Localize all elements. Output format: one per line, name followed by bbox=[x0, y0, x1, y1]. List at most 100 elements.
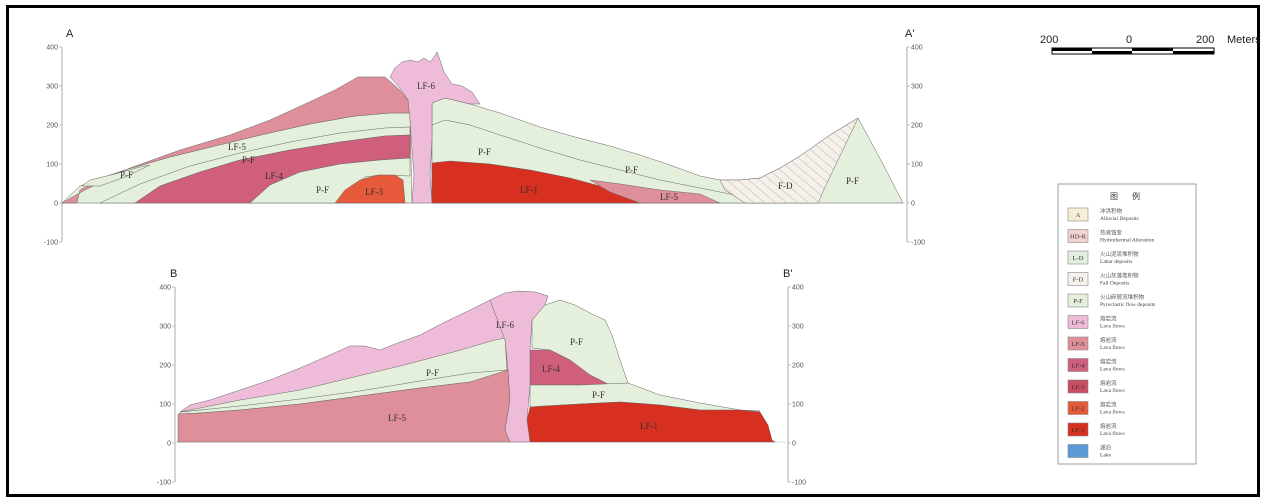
section-label-a: A bbox=[66, 28, 74, 40]
unit-b-lf1 bbox=[526, 401, 776, 443]
axisAL-tick: 300 bbox=[46, 84, 58, 91]
legend-code: LF-1 bbox=[1072, 427, 1085, 434]
axis-b-right: 400 300 200 100 0 -100 bbox=[788, 285, 806, 487]
label-a-pf-lower: P-F bbox=[316, 185, 329, 195]
legend-en: Lake bbox=[1100, 453, 1112, 459]
legend-zh: 熔岩流 bbox=[1100, 336, 1117, 344]
axisBR-tick: 100 bbox=[792, 402, 804, 409]
unit-a-lf6 bbox=[389, 51, 481, 204]
legend-swatch bbox=[1067, 444, 1089, 458]
label-a-pf-mid: P-F bbox=[478, 147, 491, 157]
legend-swatch bbox=[1067, 379, 1089, 394]
legend-zh: 熔岩流 bbox=[1100, 422, 1117, 430]
legend-en: Lava flows bbox=[1100, 323, 1125, 330]
axisBL-tick: 400 bbox=[159, 285, 171, 292]
legend-zh: 熔岩流 bbox=[1100, 379, 1117, 387]
legend-en: Lahar deposits bbox=[1100, 259, 1132, 265]
scale-bar: 200 0 200 Meters bbox=[1040, 34, 1261, 55]
legend-swatch bbox=[1067, 336, 1089, 351]
label-a-lf3: LF-3 bbox=[365, 187, 384, 197]
legend-code: L-D bbox=[1073, 255, 1084, 262]
axisBL-tick: 300 bbox=[159, 324, 171, 331]
legend-zh: 熔岩流 bbox=[1100, 358, 1117, 366]
legend-code: P-F bbox=[1073, 298, 1083, 305]
label-b-pf-right-mid: P-F bbox=[592, 390, 605, 400]
scale-label-right: 200 bbox=[1196, 34, 1214, 46]
legend-en: Hydrothermal Alteration bbox=[1100, 238, 1154, 244]
axisBR-tick: 200 bbox=[792, 363, 804, 370]
axisAR-tick: 200 bbox=[911, 123, 923, 130]
label-b-lf1: LF-1 bbox=[640, 421, 658, 431]
label-a-pf-far-left: P-F bbox=[120, 170, 133, 180]
legend-zh: 火山碎屑流堆积物 bbox=[1100, 293, 1145, 301]
legend-en: Lava flows bbox=[1100, 366, 1125, 373]
axisAR-tick: 300 bbox=[911, 84, 923, 91]
axisAR-tick: -100 bbox=[911, 240, 925, 247]
axisBL-tick: 0 bbox=[167, 441, 171, 448]
legend-swatch bbox=[1067, 207, 1089, 222]
label-a-lf6: LF-6 bbox=[417, 81, 436, 91]
label-a-lf1: LF-1 bbox=[520, 185, 538, 195]
label-b-lf5: LF-5 bbox=[388, 413, 407, 423]
legend-code: F-D bbox=[1073, 277, 1084, 284]
label-b-lf6: LF-6 bbox=[496, 320, 515, 330]
axisBR-tick: -100 bbox=[792, 480, 806, 487]
legend-zh: 冲洪积物 bbox=[1100, 207, 1123, 215]
axisBR-tick: 0 bbox=[792, 441, 796, 448]
label-a-pf-far-right: P-F bbox=[846, 176, 859, 186]
legend-swatch bbox=[1067, 401, 1089, 415]
legend-swatch bbox=[1067, 315, 1089, 329]
legend-en: Alluvial Deposits bbox=[1100, 216, 1139, 222]
scale-label-middle: 0 bbox=[1126, 34, 1132, 46]
legend-en: Pyroclastic flow deposits bbox=[1100, 301, 1155, 308]
legend-en: Lava flows bbox=[1100, 387, 1125, 394]
legend-code: A bbox=[1076, 212, 1081, 219]
axisAR-tick: 100 bbox=[911, 162, 923, 169]
axisAL-tick: 100 bbox=[46, 162, 58, 169]
axisBL-tick: -100 bbox=[157, 480, 171, 487]
axisAL-tick: 0 bbox=[54, 201, 58, 208]
axisAL-tick: 200 bbox=[46, 123, 58, 130]
legend-code: LF-4 bbox=[1072, 363, 1086, 370]
legend-swatch bbox=[1067, 250, 1089, 265]
legend-code: LF-5 bbox=[1072, 341, 1085, 348]
label-b-lf4: LF-4 bbox=[542, 364, 561, 374]
legend-zh: 熔岩流 bbox=[1100, 401, 1117, 409]
label-a-fd: F-D bbox=[778, 181, 793, 191]
legend-title: 图 例 bbox=[1110, 191, 1146, 201]
label-b-pf-right-top: P-F bbox=[570, 337, 583, 347]
legend-code: LF-6 bbox=[1072, 320, 1086, 327]
section-a: 400 300 200 100 0 -100 400 300 200 100 0 -100 bbox=[44, 45, 925, 247]
unit-a-lf5-right bbox=[589, 179, 721, 204]
legend-zh: 湖泊 bbox=[1100, 444, 1111, 452]
legend-zh: 熔岩流 bbox=[1100, 315, 1117, 323]
legend-swatch bbox=[1067, 293, 1089, 308]
label-a-pf-upper: P-F bbox=[242, 155, 255, 165]
label-b-pf-left: P-F bbox=[426, 368, 439, 378]
axis-b-left: 400 300 200 100 0 -100 bbox=[157, 285, 175, 487]
legend-en: Fall Deposits bbox=[1100, 281, 1129, 287]
unit-a-lf3 bbox=[334, 174, 406, 204]
legend-swatch bbox=[1067, 272, 1089, 286]
label-a-lf4: LF-4 bbox=[265, 171, 284, 181]
axisBR-tick: 400 bbox=[792, 285, 804, 292]
label-a-lf5: LF-5 bbox=[228, 142, 247, 152]
legend-swatch bbox=[1067, 229, 1089, 243]
section-label-b: B bbox=[170, 268, 177, 280]
axisBL-tick: 100 bbox=[159, 402, 171, 409]
section-label-a-prime: A' bbox=[905, 28, 914, 40]
legend-code: LF-3 bbox=[1072, 384, 1085, 391]
axisAR-tick: 400 bbox=[911, 45, 923, 52]
legend-swatch bbox=[1067, 422, 1089, 437]
label-a-pf-right: P-F bbox=[625, 165, 638, 175]
section-b: 400 300 200 100 0 -100 400 300 200 100 0 -100 bbox=[157, 285, 806, 487]
